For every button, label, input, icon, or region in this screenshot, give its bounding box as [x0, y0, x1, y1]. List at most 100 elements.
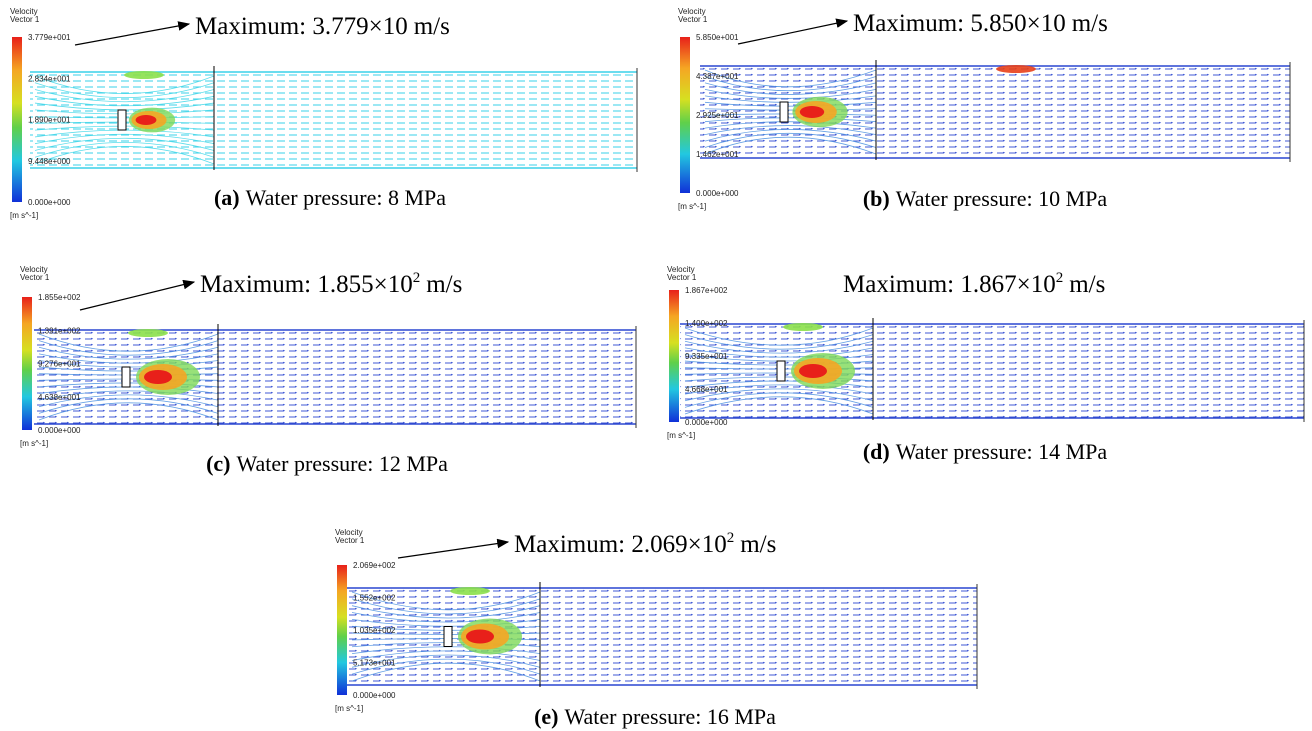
jet-core — [799, 364, 827, 378]
maximum-exponent: 2 — [727, 530, 735, 546]
legend-label: 1.552e+002 — [353, 594, 396, 603]
flow-streak — [38, 390, 219, 401]
flow-streak — [684, 334, 874, 350]
legend-label: 9.276e+001 — [38, 360, 81, 369]
caption-label: (c) — [206, 451, 230, 476]
flow-streak — [684, 388, 874, 402]
legend-title: Velocity — [667, 265, 695, 274]
flow-streak — [684, 327, 874, 346]
hot-spot — [996, 65, 1036, 73]
maximum-unit: m/s — [426, 271, 462, 298]
legend-label: 1.400e+002 — [685, 319, 728, 328]
legend-label: 5.850e+001 — [696, 33, 739, 42]
flow-streak — [34, 137, 215, 151]
legend-label: 1.391e+002 — [38, 326, 81, 335]
flow-streak — [351, 612, 541, 623]
flow-streak — [38, 398, 219, 414]
flow-streak — [704, 132, 877, 148]
legend-subtitle: Vector 1 — [10, 15, 40, 24]
caption: (c) Water pressure: 12 MPa — [206, 451, 448, 476]
flow-streak — [34, 141, 215, 158]
caption-text: Water pressure: 12 MPa — [236, 451, 448, 476]
caption-text: Water pressure: 16 MPa — [564, 704, 776, 729]
legend-label: 4.668e+001 — [685, 385, 728, 394]
flow-streak — [34, 75, 215, 94]
flow-streak — [684, 384, 874, 395]
flow-streak — [34, 133, 215, 145]
legend-label: 9.448e+000 — [28, 157, 71, 166]
color-bar — [12, 37, 22, 202]
maximum-value: Maximum: 1.867×10 — [843, 271, 1056, 298]
flow-streak — [351, 662, 541, 682]
legend-label: 1.890e+001 — [28, 116, 71, 125]
legend-label: 0.000e+000 — [696, 189, 739, 198]
jet-core — [466, 629, 494, 644]
legend-label: 1.867e+002 — [685, 286, 728, 295]
flow-streak — [38, 402, 219, 421]
legend-unit: [m s^-1] — [335, 704, 363, 713]
flow-streak — [684, 340, 874, 354]
flow-streak — [704, 76, 877, 92]
maximum-text: Maximum: 3.779×10 m/s — [195, 13, 450, 40]
flow-streak — [684, 396, 874, 415]
flow-streak — [38, 346, 219, 360]
jet-core — [135, 115, 157, 125]
legend-unit: [m s^-1] — [667, 431, 695, 440]
legend-label: 4.387e+001 — [696, 72, 739, 81]
hot-spot — [124, 71, 164, 79]
maximum-exponent: 2 — [1056, 270, 1064, 286]
caption-text: Water pressure: 8 MPa — [246, 185, 447, 210]
legend-label: 9.335e+001 — [685, 352, 728, 361]
legend-label: 2.834e+001 — [28, 74, 71, 83]
annotation-arrow — [737, 18, 849, 45]
annotation-arrow — [74, 21, 191, 46]
caption-label: (e) — [534, 704, 558, 729]
legend-subtitle: Vector 1 — [667, 273, 697, 282]
color-bar — [669, 290, 679, 422]
flow-streak — [704, 82, 877, 95]
legend-title: Velocity — [20, 265, 48, 274]
maximum-value: Maximum: 1.855×10 — [200, 271, 413, 298]
flow-streak — [34, 89, 215, 103]
legend-label: 1.855e+002 — [38, 293, 81, 302]
nozzle — [117, 109, 127, 131]
flow-streak — [704, 88, 877, 99]
flow-streak — [34, 95, 215, 107]
maximum-value: Maximum: 5.850×10 — [853, 10, 1066, 37]
flow-streak — [704, 69, 877, 88]
flow-streak — [351, 654, 541, 668]
legend-label: 5.173e+001 — [353, 659, 396, 668]
caption-text: Water pressure: 10 MPa — [896, 186, 1108, 211]
flow-streak — [351, 658, 541, 675]
maximum-unit: m/s — [740, 531, 776, 558]
hot-spot — [450, 587, 490, 595]
legend-title: Velocity — [335, 528, 363, 537]
maximum-text: Maximum: 1.867×102 m/s — [843, 270, 1105, 298]
legend-label: 1.462e+001 — [696, 150, 739, 159]
legend-label: 3.779e+001 — [28, 33, 71, 42]
maximum-text: Maximum: 5.850×10 m/s — [853, 10, 1108, 37]
legend-unit: [m s^-1] — [10, 211, 38, 220]
maximum-value: Maximum: 2.069×10 — [514, 531, 727, 558]
caption-label: (a) — [214, 185, 240, 210]
flow-domain — [34, 330, 636, 424]
color-bar — [337, 565, 347, 695]
flow-streak — [684, 347, 874, 358]
flow-streak — [38, 340, 219, 356]
flow-streak — [34, 146, 215, 165]
legend-unit: [m s^-1] — [20, 439, 48, 448]
legend-unit: [m s^-1] — [678, 202, 706, 211]
legend-title: Velocity — [678, 7, 706, 16]
maximum-unit: m/s — [414, 13, 450, 40]
legend-title: Velocity — [10, 7, 38, 16]
flow-streak — [38, 333, 219, 352]
caption: (d) Water pressure: 14 MPa — [863, 439, 1108, 464]
maximum-exponent: 2 — [413, 270, 421, 286]
flow-streak — [34, 82, 215, 99]
jet-core — [144, 370, 172, 384]
caption: (b) Water pressure: 10 MPa — [863, 186, 1108, 211]
